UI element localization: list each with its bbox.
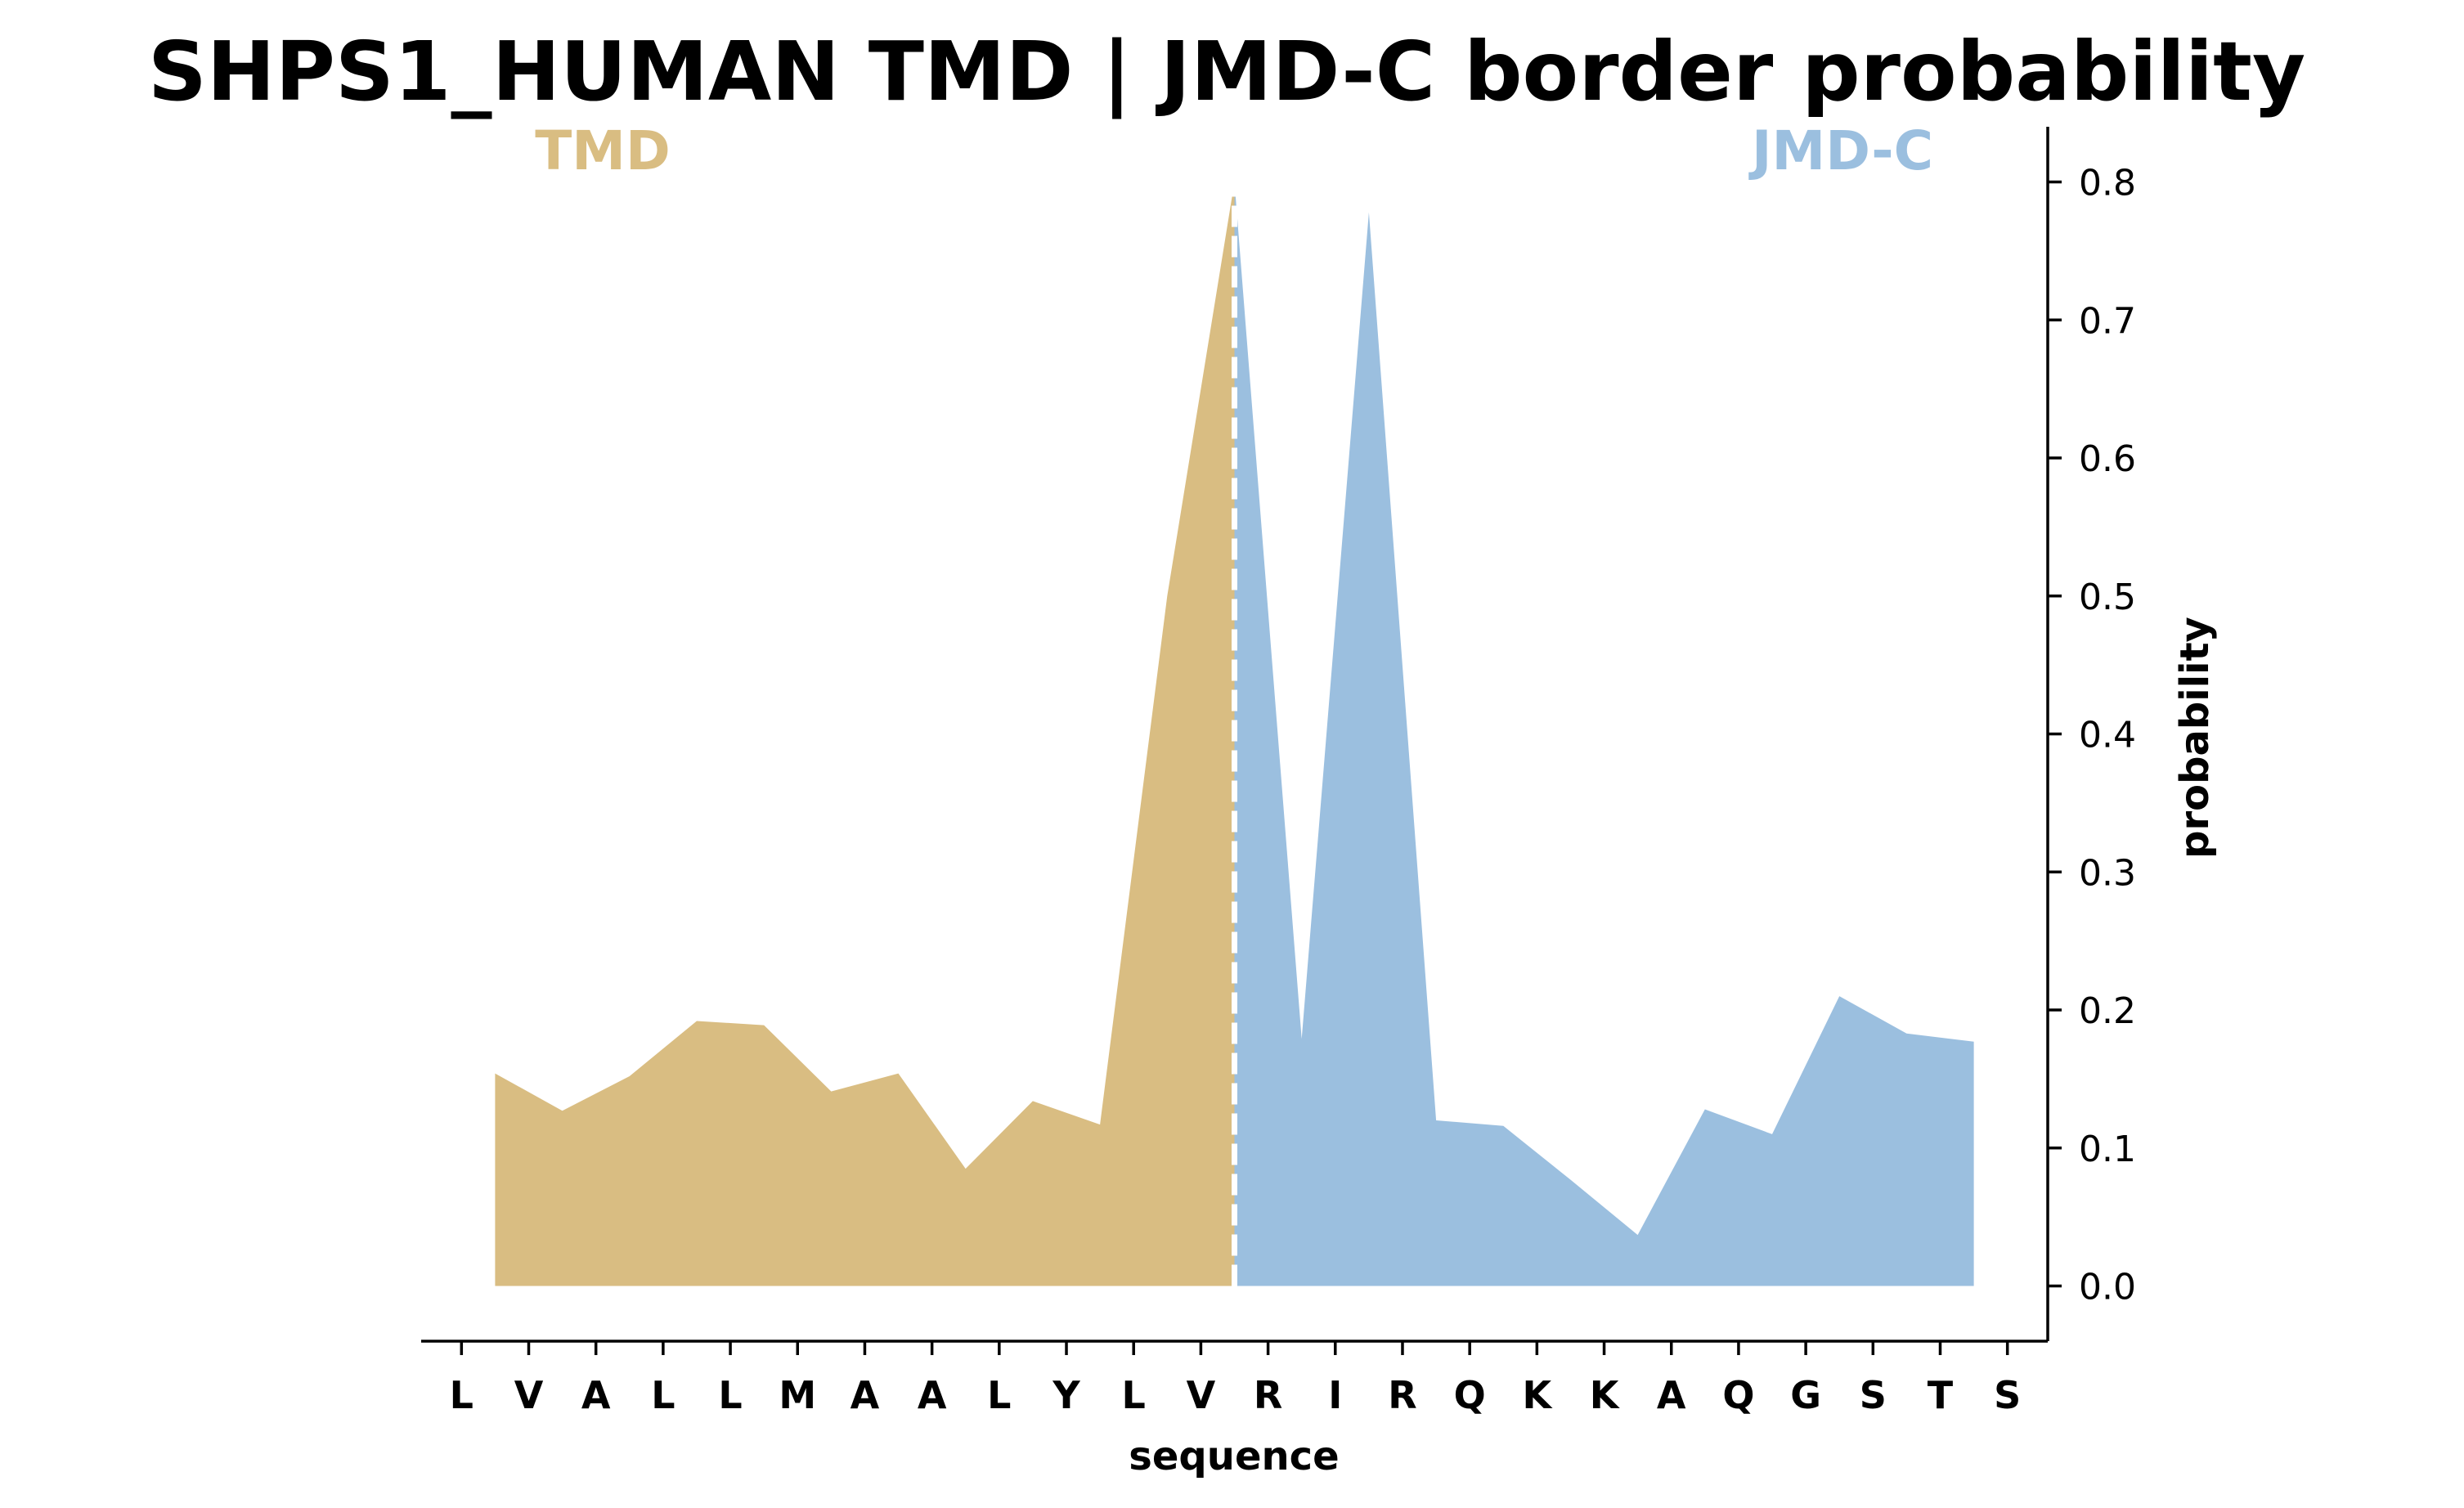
x-tick-label: A — [581, 1373, 611, 1417]
x-tick-label: V — [1187, 1373, 1216, 1417]
area-tmd — [495, 182, 1235, 1286]
x-tick-label: I — [1328, 1373, 1342, 1417]
y-tick-label: 0.8 — [2079, 163, 2136, 204]
y-tick-label: 0.6 — [2079, 438, 2136, 480]
region-label-jmd-c: JMD-C — [1748, 119, 1933, 182]
y-axis-ticks: 0.0 0.1 0.2 0.3 0.4 0.5 0.6 0.7 0.8 — [2048, 163, 2136, 1308]
y-tick-label: 0.1 — [2079, 1129, 2136, 1170]
x-tick-label: L — [1122, 1373, 1146, 1417]
x-tick-label: V — [514, 1373, 544, 1417]
x-tick-label: A — [918, 1373, 947, 1417]
x-axis-label: sequence — [1129, 1434, 1339, 1479]
x-tick-label: Q — [1722, 1373, 1754, 1417]
x-tick-label: L — [651, 1373, 675, 1417]
x-tick-label: Q — [1454, 1373, 1486, 1417]
x-tick-label: K — [1523, 1373, 1554, 1417]
x-tick-label: M — [779, 1373, 816, 1417]
region-label-tmd: TMD — [535, 119, 670, 182]
x-tick-label: L — [450, 1373, 474, 1417]
y-tick-label: 0.5 — [2079, 577, 2136, 618]
x-tick-label: S — [1860, 1373, 1887, 1417]
y-tick-label: 0.3 — [2079, 852, 2136, 894]
y-tick-label: 0.0 — [2079, 1267, 2136, 1308]
x-tick-label: L — [718, 1373, 742, 1417]
x-tick-label: A — [851, 1373, 880, 1417]
x-tick-label: T — [1928, 1373, 1954, 1417]
y-tick-label: 0.4 — [2079, 715, 2136, 756]
x-tick-label: R — [1254, 1373, 1282, 1417]
x-tick-label: L — [987, 1373, 1011, 1417]
x-tick-label: K — [1590, 1373, 1621, 1417]
y-axis-label: probability — [2172, 617, 2218, 859]
x-tick-label: Y — [1052, 1373, 1080, 1417]
chart-title: SHPS1_HUMAN TMD | JMD-C border probabili… — [148, 24, 2305, 119]
x-tick-label: G — [1790, 1373, 1821, 1417]
y-tick-label: 0.7 — [2079, 300, 2136, 342]
area-jmd-c — [1234, 182, 1974, 1286]
x-tick-label: S — [1994, 1373, 2021, 1417]
x-tick-label: R — [1388, 1373, 1416, 1417]
probability-areas — [495, 182, 1974, 1286]
y-tick-label: 0.2 — [2079, 990, 2136, 1032]
x-tick-label: A — [1657, 1373, 1686, 1417]
